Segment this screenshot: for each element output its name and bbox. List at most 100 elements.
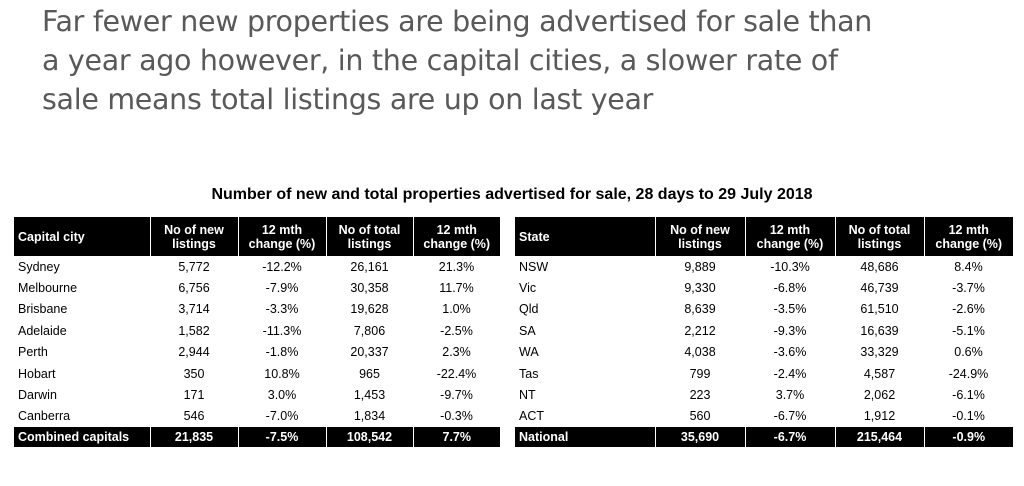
value-cell: 21.3% (438, 259, 475, 274)
region-name-cell: Tas (519, 366, 539, 381)
table-row: Hobart 350 10.8% 965 -22.4% (14, 363, 500, 384)
value-cell: -2.5% (440, 323, 473, 338)
region-name-cell: NT (519, 388, 536, 403)
value-cell: -0.1% (952, 409, 985, 424)
region-name-cell: WA (519, 345, 539, 360)
value-cell: -1.8% (265, 345, 299, 360)
table-title: Number of new and total properties adver… (211, 186, 813, 203)
region-name-cell: Hobart (18, 366, 56, 381)
headline-line: Far fewer new properties are being adver… (42, 5, 873, 38)
table-row: Darwin 171 3.0% 1,453 -9.7% (14, 384, 500, 405)
region-name-cell: Melbourne (18, 281, 78, 296)
value-cell: 61,510 (860, 302, 899, 317)
region-name-cell: SA (519, 323, 536, 338)
total-label-cell: National (515, 427, 656, 448)
value-cell: -5.1% (952, 323, 985, 338)
value-cell: -22.4% (436, 366, 477, 381)
headline: Far fewer new properties are being adver… (42, 2, 1012, 119)
region-name-cell: Brisbane (18, 302, 68, 317)
value-cell: 3,714 (178, 302, 210, 317)
headline-line: a year ago however, in the capital citie… (42, 44, 838, 77)
value-cell: -3.6% (773, 345, 807, 360)
total-value-cell: 108,542 (326, 427, 414, 448)
total-value-cell: 21,835 (150, 427, 239, 448)
value-cell: 3.0% (267, 388, 297, 403)
state-table: State No of new listings 12 mth change (%)… (515, 217, 1013, 448)
value-cell: 33,329 (860, 345, 899, 360)
value-cell: 2,062 (863, 388, 896, 403)
value-cell: -3.3% (265, 302, 299, 317)
value-cell: -10.3% (770, 259, 810, 274)
table-row: Perth 2,944 -1.8% 20,337 2.3% (14, 342, 500, 363)
value-cell: 965 (359, 366, 380, 381)
column-header: No of total listings (835, 217, 925, 256)
total-value-cell: 215,464 (835, 427, 925, 448)
table-row: Sydney 5,772 -12.2% 26,161 21.3% (14, 256, 500, 277)
table-row: Adelaide 1,582 -11.3% 7,806 -2.5% (14, 320, 500, 341)
value-cell: 7,806 (353, 323, 386, 338)
value-cell: -11.3% (262, 323, 302, 338)
value-cell: -12.2% (262, 259, 302, 274)
value-cell: -2.4% (773, 366, 807, 381)
capital-city-table: Capital city No of new listings 12 mth cha… (14, 217, 500, 448)
column-header: 12 mth change (%) (745, 217, 836, 256)
region-name-cell: Sydney (18, 259, 60, 274)
value-cell: -7.0% (265, 409, 299, 424)
column-header: No of total listings (326, 217, 414, 256)
value-cell: 20,337 (350, 345, 389, 360)
total-row: Combined capitals 21,835 -7.5% 108,542 7.7% (14, 427, 500, 448)
value-cell: 9,889 (684, 259, 716, 274)
value-cell: -0.3% (440, 409, 473, 424)
table-row: Tas 799 -2.4% 4,587 -24.9% (515, 363, 1013, 384)
total-value-cell: -7.5% (238, 427, 327, 448)
headline-line: sale means total listings are up on last… (42, 83, 654, 116)
value-cell: -2.6% (952, 302, 985, 317)
table-row: Qld 8,639 -3.5% 61,510 -2.6% (515, 299, 1013, 320)
value-cell: 350 (183, 366, 205, 381)
value-cell: 223 (689, 388, 711, 403)
value-cell: -9.7% (440, 388, 473, 403)
table-row: Brisbane 3,714 -3.3% 19,628 1.0% (14, 299, 500, 320)
total-value-cell: -6.7% (745, 427, 836, 448)
value-cell: 10.8% (264, 366, 300, 381)
value-cell: 2,212 (684, 323, 716, 338)
table-row: WA 4,038 -3.6% 33,329 0.6% (515, 342, 1013, 363)
value-cell: 5,772 (178, 259, 210, 274)
value-cell: 26,161 (350, 259, 389, 274)
value-cell: 4,038 (684, 345, 716, 360)
total-row: National 35,690 -6.7% 215,464 -0.9% (515, 427, 1013, 448)
value-cell: 171 (183, 388, 205, 403)
region-name-cell: Qld (519, 302, 539, 317)
column-header: 12 mth change (%) (924, 217, 1013, 256)
value-cell: 0.6% (954, 345, 983, 360)
total-value-cell: 7.7% (413, 427, 500, 448)
table-row: Vic 9,330 -6.8% 46,739 -3.7% (515, 277, 1013, 298)
value-cell: 1,834 (353, 409, 386, 424)
value-cell: 799 (689, 366, 711, 381)
table-row: ACT 560 -6.7% 1,912 -0.1% (515, 406, 1013, 427)
value-cell: 19,628 (350, 302, 389, 317)
value-cell: 46,739 (860, 281, 899, 296)
region-name-cell: Adelaide (18, 323, 67, 338)
total-value-cell: 35,690 (655, 427, 746, 448)
column-header: No of new listings (655, 217, 746, 256)
value-cell: -9.3% (773, 323, 807, 338)
column-header: 12 mth change (%) (413, 217, 500, 256)
value-cell: 16,639 (860, 323, 899, 338)
value-cell: 6,756 (178, 281, 210, 296)
value-cell: -6.1% (952, 388, 985, 403)
value-cell: 8.4% (954, 259, 983, 274)
table-header-row: Capital city No of new listings 12 mth cha… (14, 217, 500, 256)
value-cell: 2,944 (178, 345, 210, 360)
table-row: Melbourne 6,756 -7.9% 30,358 11.7% (14, 277, 500, 298)
value-cell: -3.5% (773, 302, 807, 317)
table-header-row: State No of new listings 12 mth change (%)… (515, 217, 1013, 256)
value-cell: 4,587 (863, 366, 896, 381)
table-row: Canberra 546 -7.0% 1,834 -0.3% (14, 406, 500, 427)
region-name-cell: NSW (519, 259, 549, 274)
value-cell: -6.8% (773, 281, 807, 296)
region-name-cell: Darwin (18, 388, 57, 403)
region-name-cell: ACT (519, 409, 544, 424)
value-cell: 560 (689, 409, 711, 424)
column-header: No of new listings (150, 217, 239, 256)
